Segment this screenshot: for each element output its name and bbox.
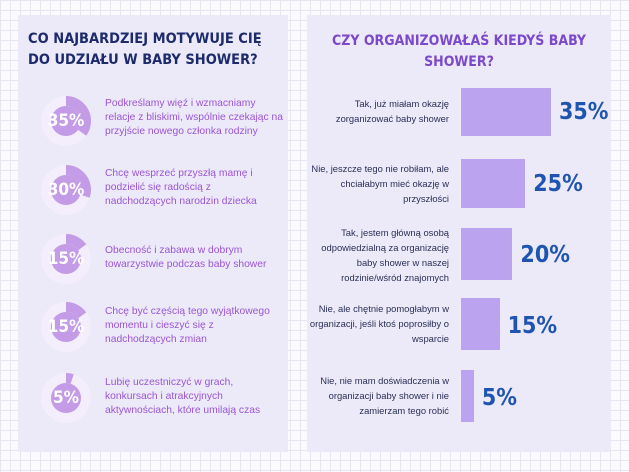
donut-ring [41, 96, 91, 146]
bar-value-label: 35% [559, 99, 609, 125]
donut-center [51, 383, 81, 413]
donut-percent-label: 35% [47, 111, 85, 131]
donut-arc [41, 165, 91, 215]
donut-arc [41, 302, 91, 352]
motivation-panel: CO NAJBARDZIEJ MOTYWUJE CIĘ DO UDZIAŁU W… [18, 15, 288, 452]
donut-ring [41, 234, 91, 284]
donut-chart: 35% [40, 95, 92, 147]
donut-ring [41, 165, 91, 215]
donut-chart: 30% [40, 164, 92, 216]
bar [461, 88, 551, 136]
donut-percent-label: 15% [47, 317, 85, 337]
donut-percent-label: 5% [53, 388, 79, 408]
donut-ring [41, 302, 91, 352]
organizing-panel: CZY ORGANIZOWAŁAŚ KIEDYŚ BABY SHOWER? Ta… [307, 15, 611, 452]
donut-center [51, 312, 81, 342]
donut-ring [41, 373, 91, 423]
bar-category-label: Tak, jestem główną osobą odpowiedzialną … [321, 227, 449, 283]
bar-category-label: Nie, jeszcze tego nie robiłam, ale chcia… [311, 163, 449, 204]
donut-percent-label: 15% [47, 249, 85, 269]
motivation-text: Podkreślamy więź i wzmacniamy relacje z … [105, 98, 283, 137]
bar-category-label: Nie, ale chętnie pomogłabym w organizacj… [309, 303, 449, 344]
donut-chart: 15% [40, 233, 92, 285]
bar-category-label: Tak, już miałam okazję zorganizować baby… [335, 98, 449, 124]
organizing-title: CZY ORGANIZOWAŁAŚ KIEDYŚ BABY SHOWER? [331, 33, 587, 70]
motivation-text: Obecność i zabawa w dobrym towarzystwie … [105, 245, 267, 270]
bar-value-label: 25% [533, 171, 583, 197]
donut-percent-label: 30% [47, 180, 85, 200]
motivation-text: Chcę być częścią tego wyjątkowego moment… [105, 306, 270, 345]
bar [461, 159, 526, 208]
motivation-text: Lubię uczestniczyć w grach, konkursach i… [105, 377, 261, 416]
bar [461, 228, 513, 280]
donut-arc [41, 373, 91, 423]
bar-value-label: 15% [507, 313, 558, 339]
donut-center [51, 175, 81, 205]
donut-arc [41, 96, 91, 146]
bar-category-label: Nie, nie mam doświadczenia w organizacji… [320, 375, 449, 416]
donut-center [51, 244, 81, 274]
bar [461, 298, 500, 350]
motivation-title: CO NAJBARDZIEJ MOTYWUJE CIĘ DO UDZIAŁU W… [28, 31, 262, 68]
bar-value-label: 20% [520, 242, 570, 268]
bar-value-label: 5% [481, 385, 517, 411]
donut-chart: 15% [40, 301, 92, 353]
donut-center [51, 106, 81, 136]
bar [461, 370, 474, 422]
donut-chart: 5% [40, 372, 92, 424]
donut-arc [41, 234, 91, 284]
motivation-text: Chcę wesprzeć przyszłą mamę i podzielić … [105, 168, 257, 207]
